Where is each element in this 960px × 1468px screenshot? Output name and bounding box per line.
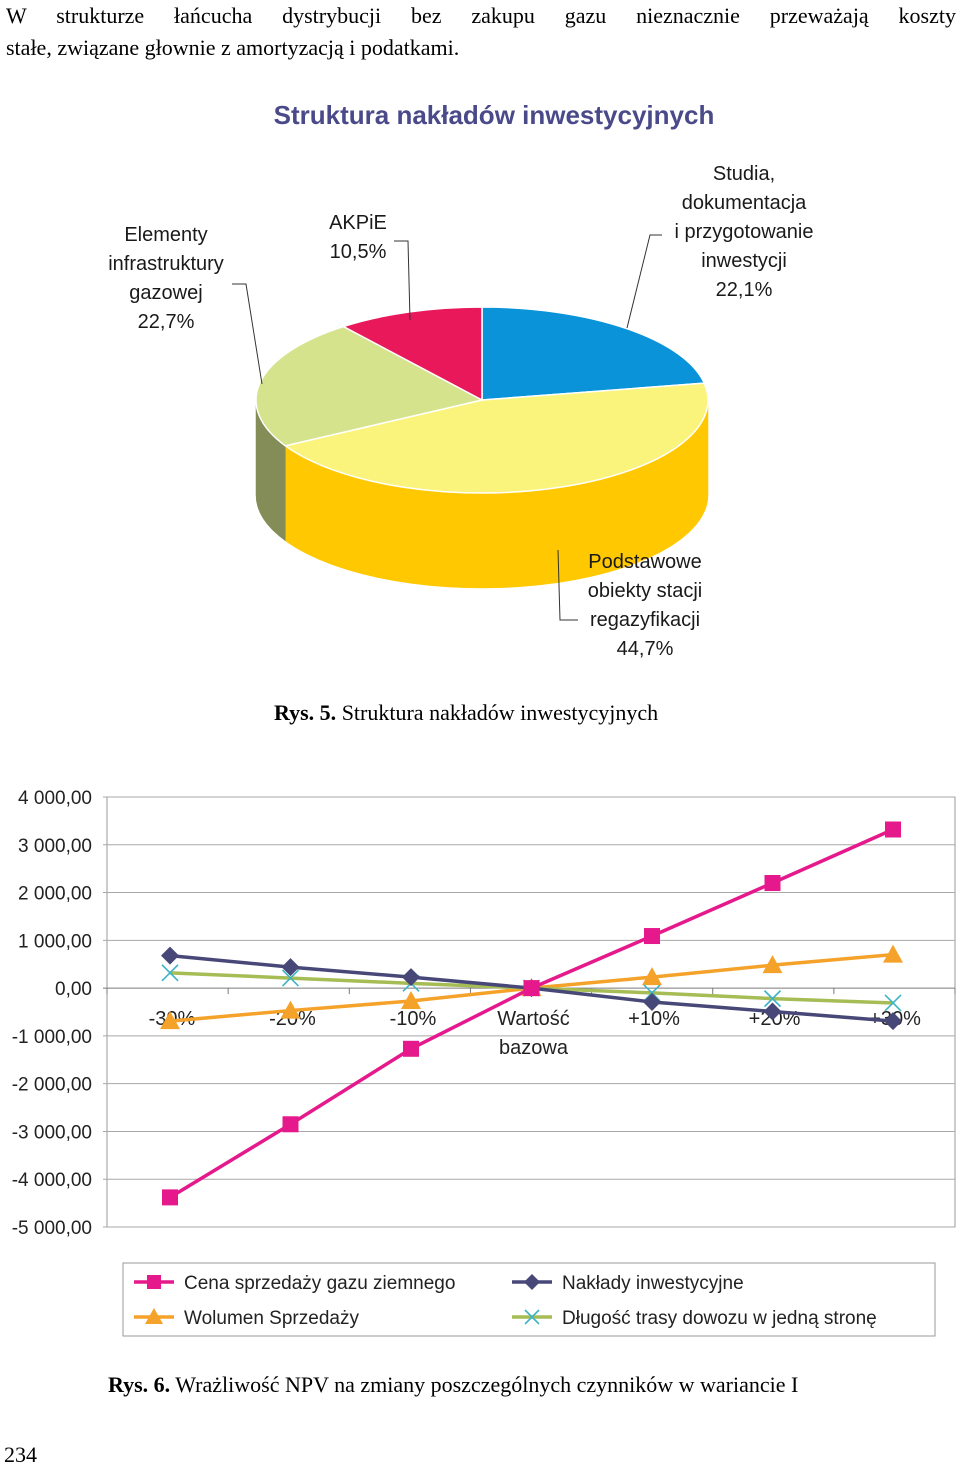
series-0-point-0: [162, 1189, 178, 1206]
pie-label-text-3: AKPiE 10,5%: [329, 212, 387, 263]
series-3-point-4: [643, 984, 661, 1002]
series-1-point-2: [402, 968, 420, 987]
pie-label-text-0: Studia, dokumentacja i przygotowanie inwest…: [675, 163, 814, 301]
legend-item-3: Długość trasy dowozu w jedną stronę: [512, 1308, 877, 1329]
y-tick-label: 0,00: [55, 979, 92, 1000]
figure-5-caption: Rys. 5. Struktura nakładów inwestycyjnyc…: [274, 700, 658, 726]
series-0-point-2: [403, 1040, 419, 1057]
series-2-point-6: [883, 944, 903, 963]
pie-label-3: AKPiE 10,5%: [329, 212, 411, 321]
page-number: 234: [4, 1442, 37, 1467]
series-1-point-6: [884, 1012, 902, 1031]
line-chart-series: [160, 821, 903, 1206]
series-0-point-5: [764, 875, 781, 891]
pie-body: [255, 306, 709, 589]
pie-leader-line-3: [394, 240, 411, 321]
legend-item-2: Wolumen Sprzedaży: [134, 1308, 359, 1329]
pie-label-0: Studia, dokumentacja i przygotowanie inwest…: [626, 163, 814, 329]
legend-item-0: Cena sprzedaży gazu ziemnego: [134, 1273, 455, 1294]
line-chart-grid: [103, 796, 956, 1228]
legend-label-1: Nakłady inwestycyjne: [562, 1273, 744, 1294]
y-tick-label: -4 000,00: [12, 1170, 92, 1191]
series-2-point-2: [401, 991, 421, 1010]
y-tick-label: 2 000,00: [18, 884, 92, 905]
series-0-point-6: [885, 821, 901, 838]
legend-item-1: Nakłady inwestycyjne: [512, 1273, 744, 1294]
series-0-point-3: [523, 980, 540, 997]
pie-chart: Struktura nakładów inwestycyjnych Studia…: [108, 100, 813, 660]
figure-5-caption-text: Struktura nakładów inwestycyjnych: [341, 700, 659, 725]
series-3-point-6: [884, 994, 902, 1012]
legend-label-3: Długość trasy dowozu w jedną stronę: [562, 1308, 877, 1329]
pie-label-1: Podstawowe obiekty stacji regazyfikacji 44,…: [557, 549, 703, 660]
pie-leader-line-0: [626, 234, 662, 329]
series-0-point-1: [282, 1116, 299, 1133]
series-1-point-5: [763, 1002, 782, 1021]
pie-label-text-1: Podstawowe obiekty stacji regazyfikacji 44,…: [588, 551, 703, 660]
figure-5-caption-label: Rys. 5.: [274, 700, 337, 725]
line-chart: 4 000,00 3 000,00 2 000,00 1 000,00 0,00 -1 0…: [12, 788, 956, 1337]
series-2-point-0: [160, 1011, 180, 1030]
pie-label-2: Elementy infrastruktury gazowej 22,7%: [108, 224, 263, 385]
series-1-point-0: [161, 946, 179, 965]
series-0-point-4: [644, 928, 660, 945]
y-tick-label: -5 000,00: [12, 1218, 92, 1239]
pie-label-text-2: Elementy infrastruktury gazowej 22,7%: [108, 224, 224, 333]
pie-labels: Studia, dokumentacja i przygotowanie inwest…: [108, 163, 813, 660]
figure-6-caption-text: Wrażliwość NPV na zmiany poszczególnych …: [175, 1372, 799, 1397]
pie-slice-0: [481, 306, 706, 401]
series-3-point-5: [763, 990, 782, 1008]
pie-slice-1: [283, 382, 709, 494]
series-3-point-1: [281, 969, 300, 987]
pie-leader-line-2: [232, 283, 263, 385]
x-tick-label-4: +10%: [628, 1008, 680, 1030]
x-tick-label-1: -20%: [269, 1008, 316, 1030]
y-tick-label: -2 000,00: [12, 1075, 92, 1096]
y-tick-label: 1 000,00: [18, 931, 92, 952]
pie-chart-title: Struktura nakładów inwestycyjnych: [274, 100, 715, 130]
y-tick-label: 3 000,00: [18, 836, 92, 857]
series-1-point-1: [281, 958, 300, 977]
legend-label-0: Cena sprzedaży gazu ziemnego: [184, 1273, 455, 1294]
line-chart-y-ticks: 4 000,00 3 000,00 2 000,00 1 000,00 0,00 -1 0…: [12, 788, 92, 1239]
line-chart-legend: Cena sprzedaży gazu ziemnego Nakłady inwe…: [122, 1262, 936, 1337]
y-tick-label: -1 000,00: [12, 1027, 92, 1048]
y-tick-label: 4 000,00: [18, 788, 92, 809]
figure-6-caption: Rys. 6. Wrażliwość NPV na zmiany poszcze…: [108, 1372, 798, 1398]
series-0: [162, 821, 901, 1206]
series-2-point-4: [642, 967, 662, 986]
intro-line-1: W strukturze łańcucha dystrybucji bez za…: [6, 3, 956, 28]
series-2-point-5: [762, 955, 783, 974]
x-tick-label-2: -10%: [390, 1008, 437, 1030]
y-tick-label: -3 000,00: [12, 1122, 92, 1143]
x-tick-label-3: Wartość bazowa: [497, 1008, 570, 1059]
legend-label-2: Wolumen Sprzedaży: [184, 1308, 359, 1329]
legend-box: [122, 1262, 936, 1337]
pie-leader-line-1: [557, 549, 578, 621]
series-3-point-0: [161, 964, 179, 982]
pie-slice-3: [341, 306, 483, 402]
figure-6-caption-label: Rys. 6.: [108, 1372, 171, 1397]
intro-paragraph: W strukturze łańcucha dystrybucji bez za…: [6, 0, 956, 64]
pie-slice-2: [255, 325, 485, 447]
series-2-point-1: [280, 1000, 301, 1019]
intro-line-2: stałe, związane głownie z amortyzacją i …: [6, 35, 460, 60]
series-1-point-4: [643, 992, 661, 1011]
